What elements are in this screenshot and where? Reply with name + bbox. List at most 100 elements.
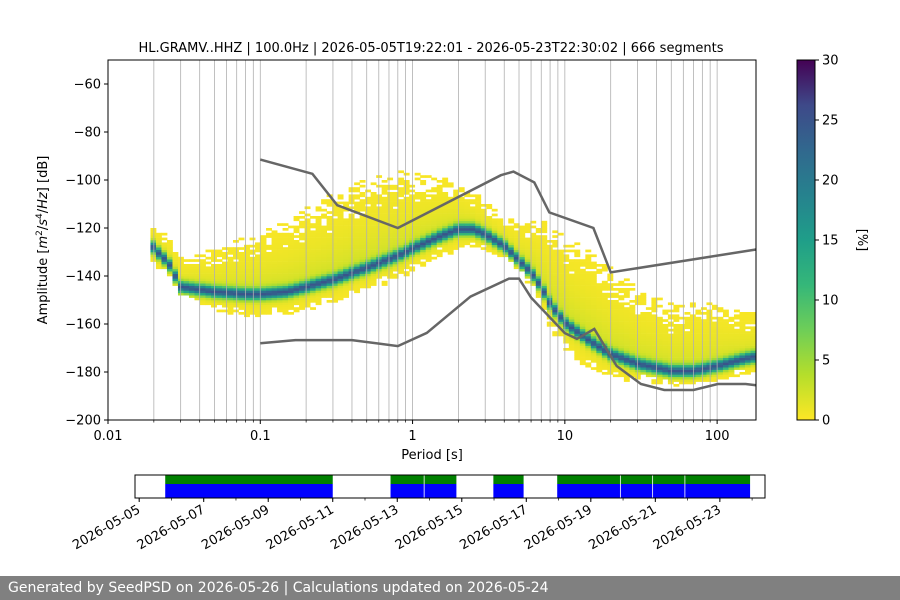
heatmap-cell [480, 235, 487, 238]
heatmap-cell [409, 208, 416, 212]
heatmap-cell [414, 213, 421, 217]
heatmap-cell [706, 372, 713, 375]
heatmap-cell [238, 283, 245, 286]
plot-frame [107, 59, 757, 421]
heatmap-cell [409, 268, 416, 272]
heatmap-cell [563, 319, 570, 322]
heatmap-cell [337, 201, 344, 205]
heatmap-cell [414, 261, 421, 265]
heatmap-cell [513, 261, 520, 265]
heatmap-cell [585, 280, 592, 284]
heatmap-cell [398, 252, 405, 255]
heatmap-cell [266, 280, 272, 284]
heatmap-cell [678, 369, 685, 373]
heatmap-cell [238, 302, 245, 306]
heatmap-cell [293, 254, 300, 258]
heatmap-cell [530, 235, 537, 238]
heatmap-cell [288, 273, 294, 277]
heatmap-cell [590, 309, 597, 313]
heatmap-cell [513, 249, 520, 253]
heatmap-cell [326, 220, 333, 224]
heatmap-cell [706, 350, 713, 354]
heatmap-cell [299, 283, 305, 286]
heatmap-cell [662, 326, 669, 330]
heatmap-cell [332, 259, 339, 262]
heatmap-cell [288, 268, 294, 272]
heatmap-cell [321, 254, 328, 258]
heatmap-cell [260, 252, 267, 255]
heatmap-cell [381, 206, 388, 210]
heatmap-cell [409, 256, 416, 260]
heatmap-cell [387, 213, 394, 217]
heatmap-cell [332, 280, 339, 284]
heatmap-cell [304, 252, 311, 255]
heatmap-cell [381, 261, 388, 265]
heatmap-cell [288, 271, 294, 274]
heatmap-cell [365, 208, 372, 212]
heatmap-cell [392, 247, 399, 250]
heatmap-cell [227, 300, 234, 303]
heatmap-cell [618, 364, 625, 368]
heatmap-cell [706, 316, 713, 320]
heatmap-cell [453, 232, 460, 236]
heatmap-cell [689, 352, 696, 356]
heatmap-cell [442, 211, 449, 214]
heatmap-cell [304, 256, 311, 260]
heatmap-cell [354, 273, 361, 277]
heatmap-cell [370, 223, 377, 226]
heatmap-cell [365, 199, 372, 202]
heatmap-cell [662, 350, 669, 354]
heatmap-cell [585, 309, 592, 313]
heatmap-cell [497, 240, 504, 243]
heatmap-cell [700, 369, 707, 373]
heatmap-cell [695, 321, 702, 325]
heatmap-cell [255, 302, 261, 306]
heatmap-cell [519, 268, 526, 272]
heatmap-cell [574, 307, 581, 310]
heatmap-cell [717, 321, 724, 325]
heatmap-cell [166, 247, 173, 250]
heatmap-cell [194, 285, 201, 289]
heatmap-cell [629, 360, 636, 363]
heatmap-cell [579, 360, 586, 363]
heatmap-cell [689, 319, 696, 322]
heatmap-cell [238, 237, 245, 241]
heatmap-cell [343, 225, 350, 229]
y-axis-label-s: s [36, 219, 51, 226]
heatmap-cell [524, 237, 531, 241]
heatmap-cell [343, 220, 350, 224]
heatmap-cell [629, 326, 636, 330]
heatmap-cell [667, 350, 674, 354]
heatmap-cell [596, 285, 603, 289]
heatmap-cell [601, 321, 608, 325]
heatmap-cell [266, 232, 272, 236]
heatmap-cell [260, 240, 267, 243]
heatmap-cell [244, 244, 250, 248]
heatmap-cell [563, 297, 570, 301]
heatmap-cell [486, 232, 493, 236]
heatmap-cell [420, 218, 427, 222]
heatmap-cell [414, 254, 421, 258]
heatmap-cell [354, 278, 361, 282]
heatmap-cell [370, 273, 377, 277]
heatmap-cell [744, 345, 751, 349]
heatmap-cell [458, 242, 465, 246]
heatmap-cell [475, 235, 482, 238]
y-axis-label-sup2: 2 [35, 230, 45, 236]
heatmap-cell [673, 348, 680, 351]
heatmap-cell [645, 338, 652, 342]
heatmap-cell [277, 268, 283, 272]
heatmap-cell [332, 230, 339, 234]
heatmap-cell [475, 211, 482, 214]
heatmap-cell [354, 237, 361, 241]
heatmap-cell [155, 242, 162, 246]
heatmap-cell [199, 297, 206, 301]
heatmap-cell [519, 232, 526, 236]
heatmap-cell [557, 285, 564, 289]
heatmap-cell [662, 338, 669, 342]
heatmap-cell [447, 244, 454, 248]
heatmap-cell [535, 283, 542, 286]
heatmap-cell [480, 225, 487, 229]
heatmap-cell [458, 235, 465, 238]
heatmap-cell [244, 307, 250, 310]
